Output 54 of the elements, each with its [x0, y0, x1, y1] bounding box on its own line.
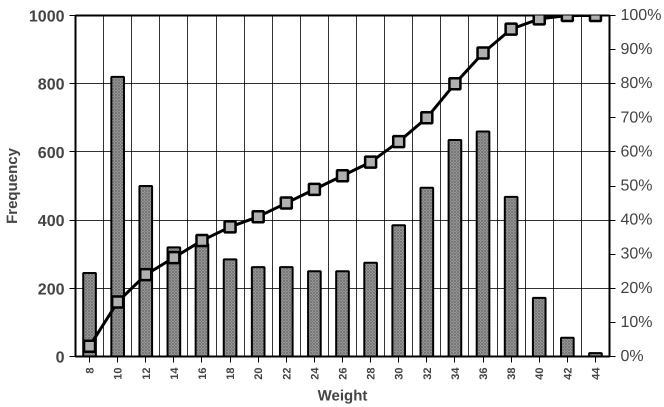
x-tick-label: 14: [168, 366, 181, 380]
y2-tick-label: 70%: [620, 109, 653, 126]
x-tick-label: 38: [506, 367, 518, 380]
y2-tick-label: 0%: [620, 348, 644, 365]
y-tick-label: 800: [38, 76, 65, 94]
point: [167, 250, 181, 264]
point: [364, 155, 378, 169]
y2-tick-label: 50%: [620, 178, 653, 194]
x-tick-label: 8: [84, 367, 97, 374]
point: [308, 182, 322, 196]
point: [110, 295, 124, 309]
y-tick-label: 0: [56, 350, 65, 366]
y-tick-label: 400: [38, 213, 65, 230]
point: [336, 169, 350, 183]
y2-tick-label: 30%: [620, 246, 653, 263]
point: [195, 234, 209, 248]
x-axis-title: Weight: [318, 388, 368, 405]
y2-tick-label: 20%: [620, 280, 653, 297]
y2-tick-label: 100%: [620, 7, 662, 24]
y2-tick-label: 10%: [620, 314, 653, 331]
y2-tick-label: 90%: [620, 41, 653, 58]
point: [420, 111, 434, 125]
x-tick-label: 34: [450, 366, 462, 380]
point: [82, 340, 96, 354]
y-axis-title: Frequency: [4, 147, 21, 224]
x-tick-label: 40: [534, 367, 546, 380]
x-tick-label: 32: [422, 367, 434, 380]
x-tick-label: 28: [366, 367, 378, 380]
x-tick-label: 42: [562, 367, 574, 380]
x-tick-label: 16: [196, 367, 209, 380]
x-tick-label: 26: [338, 367, 350, 380]
x-tick-label: 12: [140, 367, 153, 380]
y2-tick-label: 60%: [620, 143, 653, 160]
point: [139, 268, 153, 282]
point: [392, 134, 406, 148]
y2-tick-label: 80%: [620, 75, 653, 92]
point: [448, 76, 462, 90]
x-tick-label: 18: [225, 367, 238, 380]
point: [504, 22, 518, 36]
point: [476, 46, 490, 60]
y2-tick-label: 40%: [620, 212, 653, 229]
point: [251, 210, 265, 224]
y-tick-label: 200: [38, 281, 65, 298]
x-tick-label: 20: [253, 367, 266, 380]
point: [280, 196, 294, 210]
x-tick-label: 22: [281, 367, 294, 380]
x-tick-label: 44: [590, 366, 602, 380]
x-tick-label: 10: [112, 367, 125, 380]
point: [223, 220, 237, 234]
y-tick-label: 600: [38, 144, 65, 162]
x-tick-label: 24: [309, 366, 322, 380]
x-tick-label: 36: [478, 367, 490, 380]
x-tick-label: 30: [394, 367, 406, 380]
y-tick-label: 1000: [28, 8, 65, 26]
